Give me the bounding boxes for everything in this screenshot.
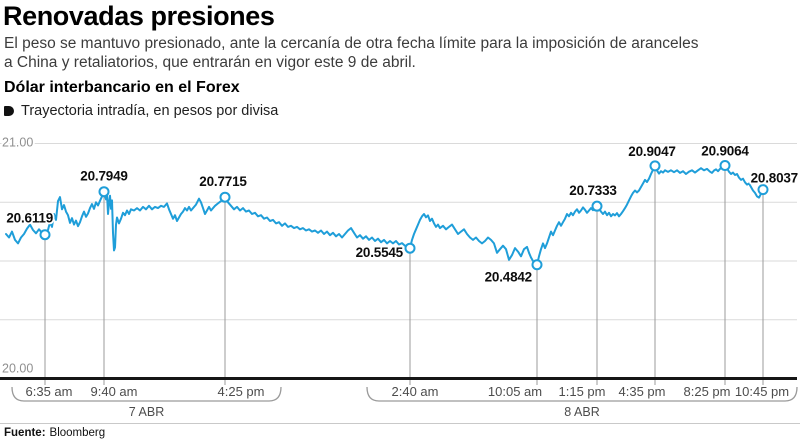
footer-divider xyxy=(0,423,800,424)
x-tick-label: 6:35 am xyxy=(26,384,73,399)
data-point-label: 20.9064 xyxy=(701,143,749,158)
data-point-marker xyxy=(591,200,603,212)
day-label: 8 ABR xyxy=(564,405,599,419)
x-tick-label: 8:25 pm xyxy=(684,384,731,399)
legend-label: Trayectoria intradía, en pesos por divis… xyxy=(21,103,279,119)
page-title: Renovadas presiones xyxy=(3,1,275,31)
data-point-label: 20.6119 xyxy=(6,211,53,226)
data-point-marker xyxy=(719,159,731,171)
subtitle: El peso se mantuvo presionado, ante la c… xyxy=(4,35,698,72)
data-point-label: 20.7333 xyxy=(569,183,617,198)
data-point-marker xyxy=(649,160,661,172)
y-axis-label: 21.00 xyxy=(2,136,33,150)
chart-legend: Trayectoria intradía, en pesos por divis… xyxy=(4,103,278,119)
data-point-label: 20.8037 xyxy=(751,171,798,186)
x-tick-label: 1:15 pm xyxy=(559,384,606,399)
data-point-label: 20.5545 xyxy=(356,245,404,260)
chart-title: Dólar interbancario en el Forex xyxy=(4,79,240,96)
data-point-marker xyxy=(39,229,51,241)
source-value: Bloomberg xyxy=(49,427,106,439)
data-point-marker xyxy=(757,184,769,196)
source-label: Fuente: xyxy=(4,427,46,439)
data-point-marker xyxy=(531,259,543,271)
x-tick-label: 9:40 am xyxy=(91,384,138,399)
x-tick-label: 10:05 am xyxy=(488,384,542,399)
data-point-label: 20.7949 xyxy=(80,169,127,184)
source-line: Fuente: Bloomberg xyxy=(4,427,105,439)
data-point-label: 20.9047 xyxy=(628,144,675,159)
price-line xyxy=(5,164,764,266)
x-tick-label: 4:35 pm xyxy=(619,384,666,399)
data-point-marker xyxy=(98,186,110,198)
x-tick-label: 2:40 am xyxy=(392,384,439,399)
y-axis-label: 20.00 xyxy=(2,362,33,376)
data-point-label: 20.7715 xyxy=(199,174,247,189)
data-point-label: 20.4842 xyxy=(485,270,532,285)
subtitle-line-2: a China y retaliatorios, que entrarán en… xyxy=(4,53,416,71)
data-point-marker xyxy=(219,191,231,203)
x-tick-label: 10:45 pm xyxy=(735,384,789,399)
day-bracket xyxy=(11,386,282,402)
legend-bullet-icon xyxy=(4,106,14,116)
subtitle-line-1: El peso se mantuvo presionado, ante la c… xyxy=(4,35,699,52)
day-label: 7 ABR xyxy=(129,405,164,419)
day-bracket xyxy=(366,386,798,402)
x-tick-label: 4:25 pm xyxy=(218,384,265,399)
data-point-marker xyxy=(404,242,416,254)
